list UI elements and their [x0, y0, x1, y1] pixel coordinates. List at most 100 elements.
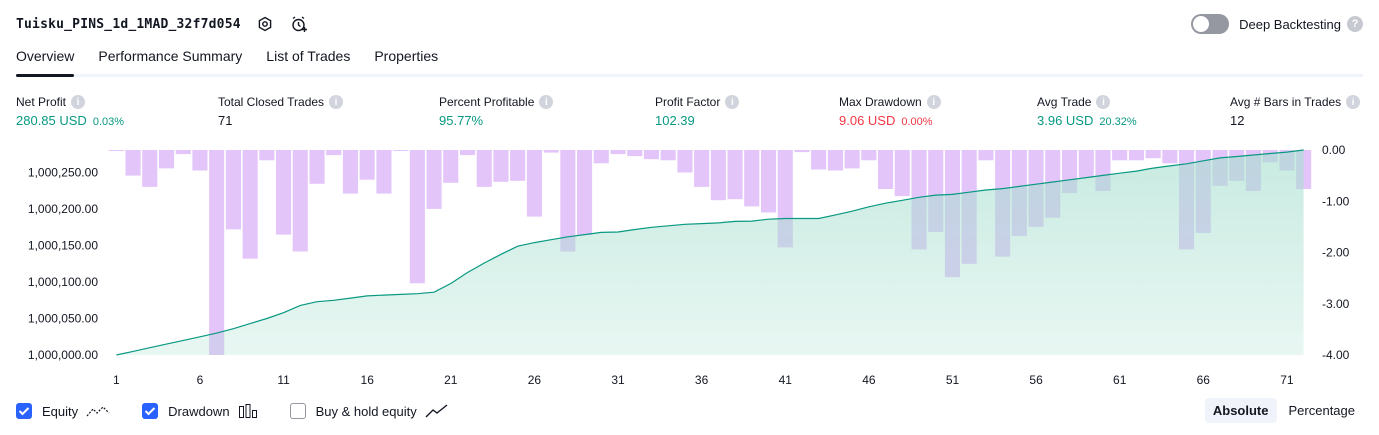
stat-value: 102.39: [655, 113, 695, 128]
left-axis-tick: 1,000,150.00: [28, 239, 98, 253]
legend-label: Buy & hold equity: [315, 403, 417, 419]
stat-value: 71: [218, 113, 233, 128]
stat-value: 9.06 USD: [839, 113, 896, 128]
stat-percent: 0.03%: [92, 116, 125, 128]
right-axis-tick: -3.00: [1322, 297, 1350, 311]
tab-performance-summary[interactable]: Performance Summary: [98, 48, 243, 64]
drawdown-bar: [276, 150, 292, 235]
tab-list-of-trades[interactable]: List of Trades: [266, 48, 351, 64]
stat-label: Avg # Bars in Trades: [1230, 95, 1342, 109]
drawdown-checkbox[interactable]: [142, 403, 159, 419]
info-icon[interactable]: i: [329, 95, 344, 109]
drawdown-bar: [593, 150, 609, 164]
percentage-button[interactable]: Percentage: [1288, 403, 1356, 418]
stat-label: Max Drawdown: [839, 95, 922, 109]
legend-label: Equity: [42, 403, 79, 419]
drawdown-bar: [710, 150, 726, 201]
drawdown-bar: [259, 150, 275, 161]
x-axis-tick: 66: [1197, 373, 1211, 387]
x-axis-tick: 16: [361, 373, 375, 387]
strategy-name: Tuisku_PINS_1d_1MAD_32f7d054: [16, 16, 241, 32]
stat-net-profit: Net Profit i 280.85 USD 0.03%: [16, 94, 124, 128]
drawdown-bar: [827, 150, 843, 171]
equity-line-icon: [86, 403, 110, 419]
tab-properties[interactable]: Properties: [374, 48, 439, 64]
tab-overview[interactable]: Overview: [16, 42, 75, 77]
stat-value: 3.96 USD: [1037, 113, 1094, 128]
drawdown-bar: [761, 150, 777, 213]
drawdown-bar: [142, 150, 158, 187]
drawdown-bar: [560, 150, 576, 252]
stat-label: Profit Factor: [655, 95, 721, 109]
stat-total-closed-trades: Total Closed Trades i 71: [218, 94, 344, 128]
right-axis-tick: -1.00: [1322, 194, 1350, 208]
equity-checkbox[interactable]: [16, 403, 32, 419]
x-axis-tick: 71: [1280, 373, 1294, 387]
legend-buy-hold[interactable]: Buy & hold equity: [289, 400, 449, 422]
drawdown-bar: [359, 150, 375, 180]
drawdown-bar: [643, 150, 659, 160]
x-axis-tick: 36: [695, 373, 709, 387]
absolute-button[interactable]: Absolute: [1204, 398, 1277, 423]
stat-avg-trade: Avg Trade i 3.96 USD 20.32%: [1037, 94, 1137, 128]
drawdown-bar: [811, 150, 827, 170]
drawdown-bar: [1128, 150, 1144, 161]
help-icon[interactable]: ?: [1347, 16, 1363, 32]
left-axis-tick: 1,000,200.00: [28, 202, 98, 216]
drawdown-bar: [108, 150, 124, 151]
info-icon[interactable]: i: [71, 95, 86, 109]
x-axis-tick: 11: [277, 373, 290, 387]
stat-label: Percent Profitable: [439, 95, 535, 109]
deep-backtesting-label: Deep Backtesting: [1239, 16, 1341, 32]
info-icon[interactable]: i: [1346, 95, 1361, 109]
drawdown-bar: [493, 150, 509, 182]
info-icon[interactable]: i: [539, 95, 554, 109]
right-axis-tick: 0.00: [1322, 143, 1346, 157]
drawdown-bar: [292, 150, 308, 252]
deep-backtesting-control: Deep Backtesting ?: [1191, 12, 1363, 36]
stat-max-drawdown: Max Drawdown i 9.06 USD 0.00%: [839, 94, 941, 128]
drawdown-bar: [1162, 150, 1178, 164]
drawdown-bar: [510, 150, 526, 181]
stat-profit-factor: Profit Factor i 102.39: [655, 94, 740, 128]
drawdown-bar: [460, 150, 476, 156]
right-axis-tick: -4.00: [1322, 348, 1350, 362]
drawdown-bar: [326, 150, 342, 156]
drawdown-bar: [443, 150, 459, 183]
legend-drawdown[interactable]: Drawdown: [142, 400, 257, 422]
drawdown-bar: [159, 150, 175, 169]
deep-backtesting-toggle[interactable]: [1191, 14, 1230, 34]
drawdown-bar: [660, 150, 676, 161]
drawdown-bar: [978, 150, 994, 161]
buyhold-checkbox[interactable]: [289, 403, 306, 419]
legend-equity[interactable]: Equity: [16, 400, 110, 422]
drawdown-bar: [577, 150, 593, 236]
legend-label: Drawdown: [168, 403, 230, 419]
drawdown-bar: [125, 150, 141, 176]
drawdown-bar: [878, 150, 894, 189]
drawdown-bar: [610, 150, 626, 155]
left-axis-tick: 1,000,050.00: [28, 312, 98, 326]
add-alert-icon[interactable]: [289, 14, 309, 34]
info-icon[interactable]: i: [1096, 95, 1111, 109]
drawdown-bar: [309, 150, 325, 184]
drawdown-bar: [744, 150, 760, 207]
drawdown-bar: [1145, 150, 1161, 159]
drawdown-bar: [209, 150, 225, 355]
x-axis-tick: 31: [611, 373, 625, 387]
stat-percent: 0.00%: [901, 116, 933, 128]
x-axis-tick: 21: [444, 373, 458, 387]
x-axis-tick: 51: [946, 373, 960, 387]
stat-percent-profitable: Percent Profitable i 95.77%: [439, 94, 554, 128]
info-icon[interactable]: i: [725, 95, 740, 109]
info-icon[interactable]: i: [926, 95, 941, 109]
drawdown-bar: [794, 150, 810, 153]
drawdown-bar: [342, 150, 358, 194]
drawdown-bar: [526, 150, 542, 217]
equity-drawdown-chart[interactable]: 1,000,000.00 1,000,050.00 1,000,100.00 1,00…: [0, 140, 1379, 390]
drawdown-bar: [894, 150, 910, 197]
drawdown-bar: [393, 150, 409, 151]
left-axis-tick: 1,000,250.00: [28, 166, 98, 180]
settings-icon[interactable]: [255, 14, 275, 34]
x-axis-tick: 56: [1029, 373, 1043, 387]
